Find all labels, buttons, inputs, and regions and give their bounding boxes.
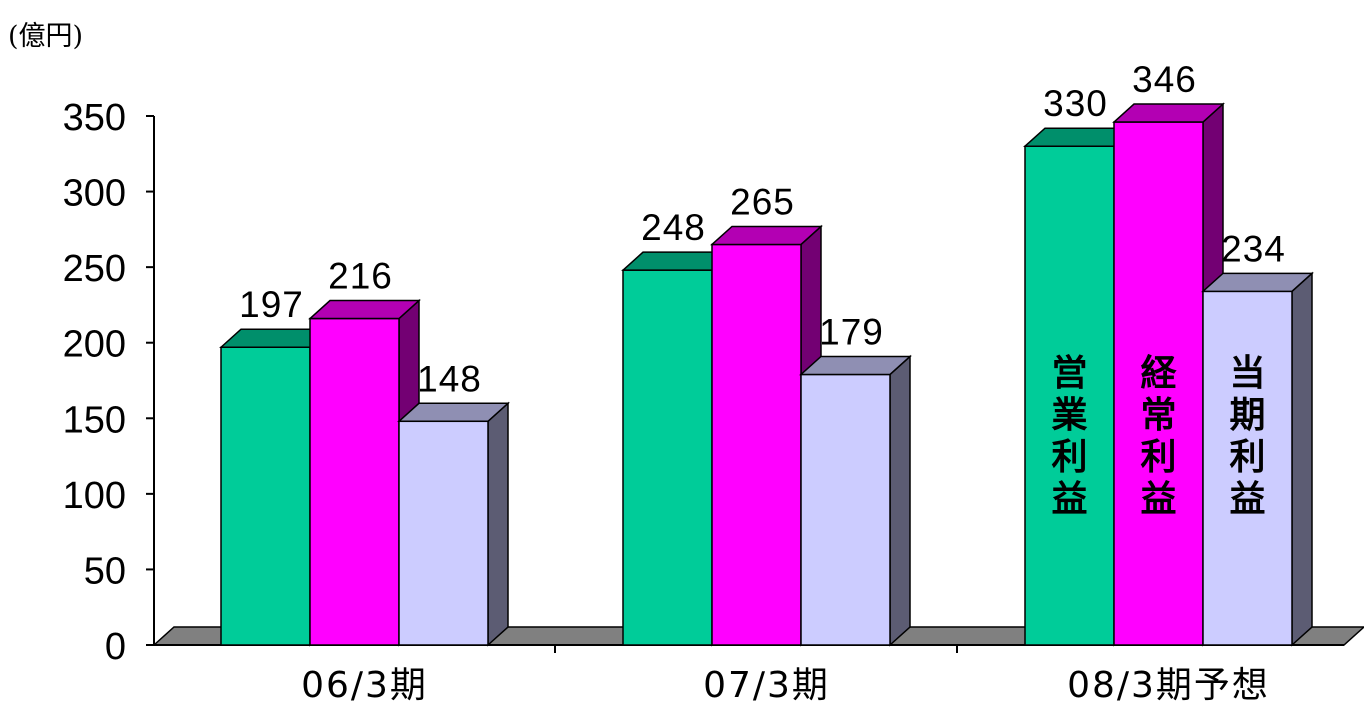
- bar-top: [710, 225, 823, 246]
- bar-front: [800, 373, 891, 646]
- y-tick-label: 150: [63, 399, 126, 441]
- series-name-label: 経: [1140, 353, 1177, 394]
- bar-top: [1112, 103, 1225, 123]
- bars: [219, 102, 1314, 647]
- series-name-label: 益: [1229, 479, 1265, 520]
- bar-top: [799, 355, 912, 376]
- bar-front: [1202, 290, 1293, 646]
- bar-front: [622, 269, 713, 646]
- y-tick-label: 350: [63, 97, 126, 139]
- bar-side: [889, 354, 911, 647]
- series-name-label: 益: [1140, 479, 1176, 520]
- bar-side: [1291, 271, 1313, 647]
- series-name-label: 利: [1051, 437, 1087, 478]
- series-name-label: 業: [1051, 395, 1087, 436]
- bar-front: [711, 243, 802, 646]
- x-tick-label: 08/3期予想: [1067, 665, 1270, 706]
- series-name-label: 益: [1051, 479, 1087, 520]
- bar-front: [309, 317, 400, 646]
- data-label: 265: [730, 181, 795, 222]
- series-name-label: 常: [1140, 395, 1176, 436]
- bar-top: [397, 402, 510, 423]
- bar-top: [308, 299, 421, 320]
- bar: [1201, 271, 1314, 647]
- y-axis: 0 50 100 150 200 250 300 350: [63, 97, 1344, 668]
- data-label: 234: [1221, 228, 1286, 269]
- bar-top: [1201, 272, 1314, 293]
- bar: [397, 401, 510, 647]
- bar: [799, 354, 912, 647]
- data-label: 148: [417, 358, 482, 399]
- unit-label: (億円): [8, 21, 83, 52]
- series-name-label: 営: [1051, 353, 1087, 394]
- y-tick-label: 50: [84, 550, 126, 592]
- y-tick-label: 200: [63, 324, 126, 366]
- bar-front: [1024, 145, 1115, 646]
- data-label: 197: [239, 284, 304, 325]
- y-tick-label: 0: [105, 626, 126, 668]
- x-axis-labels: 06/3期 07/3期 08/3期予想: [301, 665, 1270, 706]
- bar-front: [398, 420, 489, 646]
- data-label: 330: [1043, 83, 1108, 124]
- series-name-label: 当: [1229, 353, 1265, 394]
- data-label: 179: [819, 311, 884, 352]
- series-name-label: 期: [1229, 395, 1265, 436]
- series-name-label: 利: [1140, 437, 1176, 478]
- bar-front: [220, 346, 311, 646]
- data-label: 216: [328, 256, 393, 297]
- series-name-label: 利: [1229, 437, 1265, 478]
- bar-side: [487, 401, 509, 647]
- y-tick-label: 250: [63, 248, 126, 290]
- y-tick-label: 100: [63, 475, 126, 517]
- data-label: 346: [1132, 59, 1197, 100]
- data-label: 248: [641, 207, 706, 248]
- x-tick-label: 07/3期: [703, 665, 830, 706]
- bar-front: [1113, 121, 1204, 646]
- y-tick-label: 300: [63, 173, 126, 215]
- x-tick-label: 06/3期: [301, 665, 428, 706]
